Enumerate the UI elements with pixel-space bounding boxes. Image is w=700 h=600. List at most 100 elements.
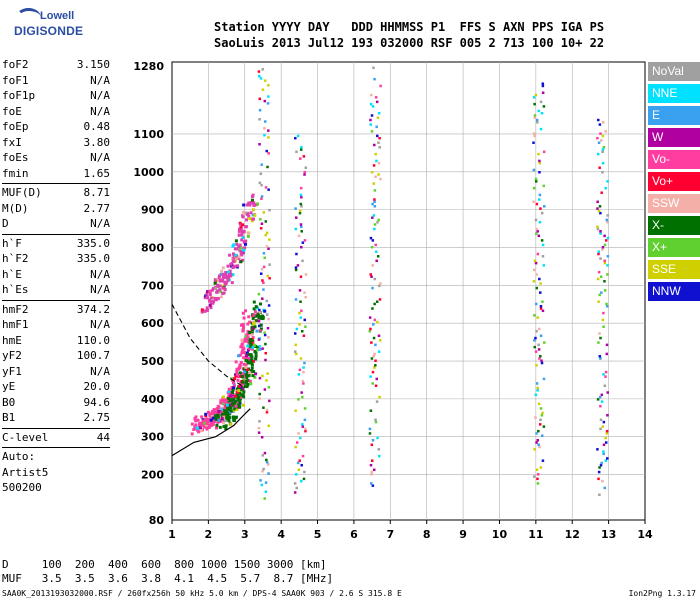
header-values: SaoLuis 2013 Jul12 193 032000 RSF 005 2 … [214, 36, 605, 50]
echo-point [299, 275, 303, 278]
echo-point [541, 300, 544, 303]
param-row: B0 94.6 [2, 395, 110, 411]
echo-point [300, 146, 303, 149]
x-tick-label: 1 [168, 528, 176, 541]
param-row: h`Es N/A [2, 282, 110, 298]
echo-point [218, 411, 222, 415]
echo-point [200, 423, 204, 427]
polarization-legend: NoVal NNE E W Vo- Vo+ SSW X- X+ SSE NNW [648, 62, 700, 304]
echo-point [293, 491, 297, 494]
echo-point [245, 333, 249, 337]
echo-point [252, 359, 256, 363]
echo-point [369, 236, 373, 240]
echo-point [256, 202, 260, 206]
echo-point [240, 323, 244, 327]
echo-point [267, 424, 271, 428]
echo-point [206, 417, 210, 421]
param-name: hmF2 [2, 302, 29, 316]
echo-point [605, 457, 609, 460]
echo-point [248, 340, 252, 344]
echo-point [266, 165, 269, 169]
echo-point [303, 318, 307, 322]
echo-point [238, 375, 242, 379]
echo-point [209, 296, 213, 300]
param-row: foF2 3.150 [2, 57, 110, 73]
echo-point [265, 299, 269, 303]
echo-point [535, 302, 538, 306]
echo-point [599, 232, 602, 235]
echo-point [293, 332, 297, 335]
echo-point [243, 370, 247, 374]
echo-point [295, 216, 298, 219]
param-name: fmin [2, 166, 29, 180]
echo-point [377, 284, 381, 288]
echo-point [238, 391, 242, 395]
echo-point [224, 427, 228, 431]
echo-point [542, 377, 546, 381]
echo-point [239, 251, 243, 255]
echo-point [533, 102, 536, 106]
echo-point [252, 313, 256, 317]
echo-point [539, 354, 542, 358]
echo-point [536, 121, 539, 124]
echo-point [233, 400, 237, 404]
echo-point [371, 382, 374, 385]
echo-point [251, 374, 255, 378]
echo-point [242, 203, 246, 207]
echo-point [241, 311, 245, 315]
echo-point [244, 218, 248, 222]
echo-point [200, 308, 204, 312]
echo-point [233, 396, 237, 400]
echo-point [298, 323, 301, 326]
echo-point [534, 218, 538, 222]
echo-point [534, 350, 538, 353]
echo-point [304, 166, 308, 169]
echo-point [237, 354, 241, 358]
echo-point [541, 411, 544, 415]
echo-point [371, 307, 374, 310]
echo-point [261, 68, 264, 71]
echo-point [264, 186, 268, 189]
echo-point [254, 351, 258, 355]
echo-point [230, 281, 234, 285]
echo-point [226, 406, 230, 410]
profile-extrapolation [171, 303, 246, 388]
echo-point [220, 279, 224, 283]
param-name: foF1p [2, 89, 36, 102]
echo-point [230, 391, 234, 395]
echo-point [250, 361, 254, 365]
echo-point [234, 374, 238, 378]
echo-point [537, 402, 541, 406]
param-value: 1.65 [83, 166, 111, 180]
x-tick-label: 4 [277, 528, 285, 541]
echo-point [216, 283, 220, 287]
echo-point [236, 373, 240, 377]
echo-point [247, 315, 251, 319]
echo-point [597, 270, 601, 274]
echo-point [534, 416, 537, 419]
echo-point [208, 303, 212, 307]
echo-point [538, 445, 541, 449]
echo-point [265, 458, 268, 462]
echo-point [245, 339, 249, 343]
echo-point [369, 123, 373, 126]
echo-point [265, 245, 269, 248]
echo-point [299, 357, 303, 360]
echo-point [255, 329, 259, 333]
echo-point [266, 102, 270, 105]
echo-point [236, 264, 240, 268]
echo-point [220, 416, 224, 420]
echo-point [535, 364, 538, 367]
echo-point [299, 148, 303, 151]
param-separator [2, 447, 110, 448]
echo-point [259, 329, 262, 332]
echo-point [193, 417, 197, 421]
echo-point [304, 325, 307, 328]
echo-point [232, 259, 236, 263]
echo-point [599, 336, 602, 340]
echo-point [261, 279, 264, 282]
echo-point [370, 171, 374, 174]
param-value: 2.77 [83, 201, 111, 215]
echo-point [239, 223, 243, 227]
echo-point [263, 127, 266, 130]
